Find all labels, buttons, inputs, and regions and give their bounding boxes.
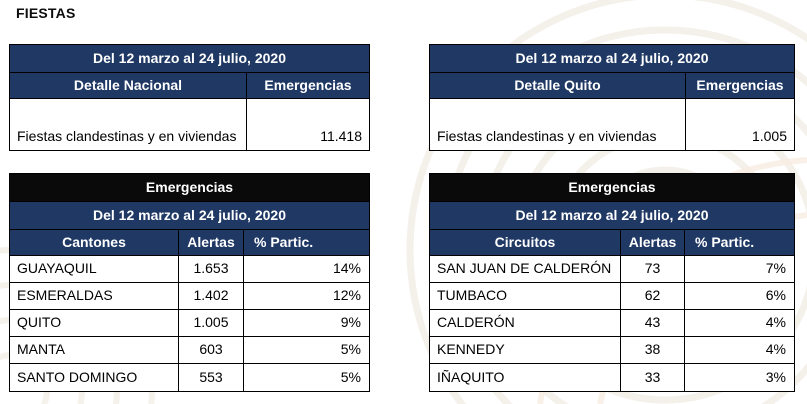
partic-value: 5% — [243, 364, 369, 391]
column-header-emergencias: Emergencias — [246, 73, 369, 98]
column-header-detalle-quito: Detalle Quito — [430, 73, 685, 98]
table-title-emergencias: Emergencias — [10, 174, 369, 201]
partic-value: 4% — [684, 337, 794, 363]
table-row: SANTO DOMINGO 553 5% — [10, 364, 369, 391]
page-title: FIESTAS — [16, 5, 76, 21]
partic-value: 9% — [243, 310, 369, 336]
detail-table-cantones: Emergencias Del 12 marzo al 24 julio, 20… — [9, 173, 370, 392]
alertas-value: 43 — [620, 310, 684, 336]
partic-value: 14% — [243, 256, 369, 282]
summary-table-quito: Del 12 marzo al 24 julio, 2020 Detalle Q… — [429, 44, 795, 151]
alertas-value: 1.005 — [178, 310, 243, 336]
table-row: Circuitos Alertas % Partic. — [430, 230, 794, 256]
circuito-name: SAN JUAN DE CALDERÓN — [437, 260, 612, 277]
partic-value: 12% — [243, 283, 369, 309]
emergencias-value: 11.418 — [246, 99, 369, 150]
table-row: QUITO 1.005 9% — [10, 310, 369, 337]
canton-name: MANTA — [17, 341, 65, 358]
table-row: MANTA 603 5% — [10, 337, 369, 364]
canton-name: QUITO — [17, 314, 62, 331]
alertas-value: 1.402 — [178, 283, 243, 309]
column-header-partic: % Partic. — [684, 230, 794, 255]
circuito-name: TUMBACO — [437, 287, 507, 304]
table-row: Del 12 marzo al 24 julio, 2020 — [430, 45, 794, 73]
alertas-value: 553 — [178, 364, 243, 391]
table-row: GUAYAQUIL 1.653 14% — [10, 256, 369, 283]
emergencias-value: 1.005 — [685, 99, 794, 150]
table-row: SAN JUAN DE CALDERÓN 73 7% — [430, 256, 794, 283]
table-row: Fiestas clandestinas y en viviendas 11.4… — [10, 99, 369, 150]
partic-value: 4% — [684, 310, 794, 336]
table-row: Detalle Quito Emergencias — [430, 73, 794, 99]
alertas-value: 603 — [178, 337, 243, 363]
column-header-cantones: Cantones — [10, 230, 178, 255]
table-row: CALDERÓN 43 4% — [430, 310, 794, 337]
alertas-value: 1.653 — [178, 256, 243, 282]
detail-label: Fiestas clandestinas y en viviendas — [17, 127, 237, 144]
summary-table-national: Del 12 marzo al 24 julio, 2020 Detalle N… — [9, 44, 370, 151]
column-header-emergencias: Emergencias — [685, 73, 794, 98]
circuito-name: IÑAQUITO — [437, 368, 505, 385]
column-header-circuitos: Circuitos — [430, 230, 620, 255]
table-row: Del 12 marzo al 24 julio, 2020 — [430, 202, 794, 230]
table-row: TUMBACO 62 6% — [430, 283, 794, 310]
date-range-header: Del 12 marzo al 24 julio, 2020 — [430, 202, 794, 229]
table-row: Fiestas clandestinas y en viviendas 1.00… — [430, 99, 794, 150]
table-title-emergencias: Emergencias — [430, 174, 794, 201]
alertas-value: 38 — [620, 337, 684, 363]
table-row: IÑAQUITO 33 3% — [430, 364, 794, 391]
detail-table-circuitos: Emergencias Del 12 marzo al 24 julio, 20… — [429, 173, 795, 392]
table-row: Del 12 marzo al 24 julio, 2020 — [10, 45, 369, 73]
canton-name: SANTO DOMINGO — [17, 368, 138, 385]
date-range-header: Del 12 marzo al 24 julio, 2020 — [10, 45, 369, 72]
column-header-detalle-nacional: Detalle Nacional — [10, 73, 246, 98]
date-range-header: Del 12 marzo al 24 julio, 2020 — [10, 202, 369, 229]
table-row: Del 12 marzo al 24 julio, 2020 — [10, 202, 369, 230]
table-row: Emergencias — [10, 174, 369, 202]
partic-value: 3% — [684, 364, 794, 391]
alertas-value: 73 — [620, 256, 684, 282]
column-header-alertas: Alertas — [178, 230, 243, 255]
circuito-name: CALDERÓN — [437, 314, 515, 331]
table-row: KENNEDY 38 4% — [430, 337, 794, 364]
column-header-partic: % Partic. — [243, 230, 369, 255]
table-row: Detalle Nacional Emergencias — [10, 73, 369, 99]
table-row: Emergencias — [430, 174, 794, 202]
column-header-alertas: Alertas — [620, 230, 684, 255]
partic-value: 6% — [684, 283, 794, 309]
partic-value: 7% — [684, 256, 794, 282]
alertas-value: 33 — [620, 364, 684, 391]
table-row: ESMERALDAS 1.402 12% — [10, 283, 369, 310]
partic-value: 5% — [243, 337, 369, 363]
detail-label: Fiestas clandestinas y en viviendas — [437, 127, 657, 144]
date-range-header: Del 12 marzo al 24 julio, 2020 — [430, 45, 794, 72]
canton-name: GUAYAQUIL — [17, 260, 97, 277]
table-row: Cantones Alertas % Partic. — [10, 230, 369, 256]
alertas-value: 62 — [620, 283, 684, 309]
circuito-name: KENNEDY — [437, 341, 505, 358]
canton-name: ESMERALDAS — [17, 287, 113, 304]
